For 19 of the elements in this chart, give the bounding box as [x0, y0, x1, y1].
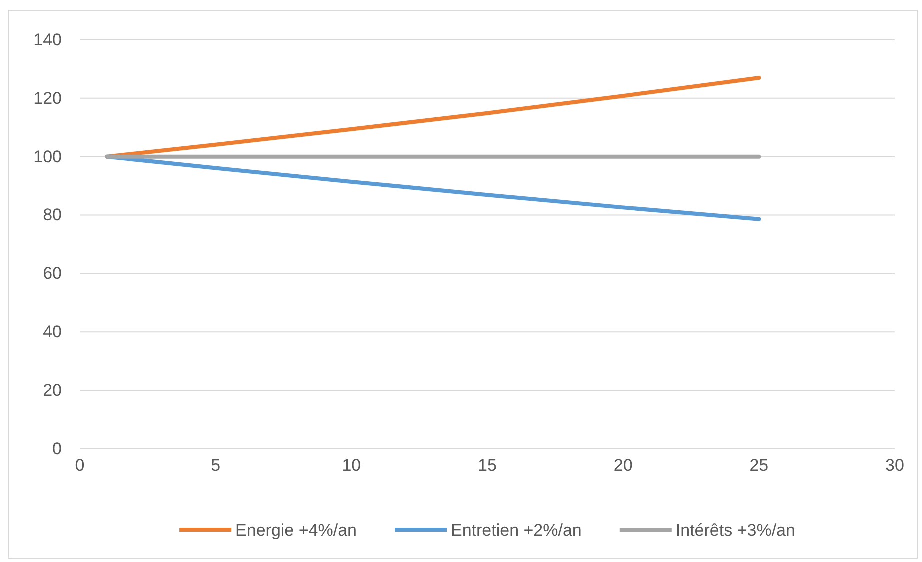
x-tick-label: 15 — [478, 456, 497, 476]
line-series — [105, 76, 762, 159]
legend-label: Intérêts +3%/an — [676, 521, 796, 540]
x-tick-label: 0 — [75, 456, 85, 476]
x-tick-label: 30 — [886, 456, 904, 476]
y-tick-label: 20 — [43, 381, 62, 400]
y-tick-label: 0 — [52, 439, 62, 458]
y-tick-label: 120 — [34, 88, 62, 108]
y-tick-label: 100 — [34, 147, 62, 166]
x-tick-label: 20 — [614, 456, 633, 476]
y-tick-label: 40 — [43, 322, 62, 342]
legend-label: Energie +4%/an — [236, 521, 357, 540]
x-tick-label: 5 — [211, 456, 221, 476]
x-tick-label: 10 — [342, 456, 362, 476]
y-tick-label: 60 — [43, 264, 62, 284]
y-tick-label: 140 — [34, 30, 62, 50]
x-tick-label: 25 — [750, 456, 769, 476]
y-tick-label: 80 — [43, 206, 62, 225]
legend-label: Entretien +2%/an — [450, 521, 582, 540]
